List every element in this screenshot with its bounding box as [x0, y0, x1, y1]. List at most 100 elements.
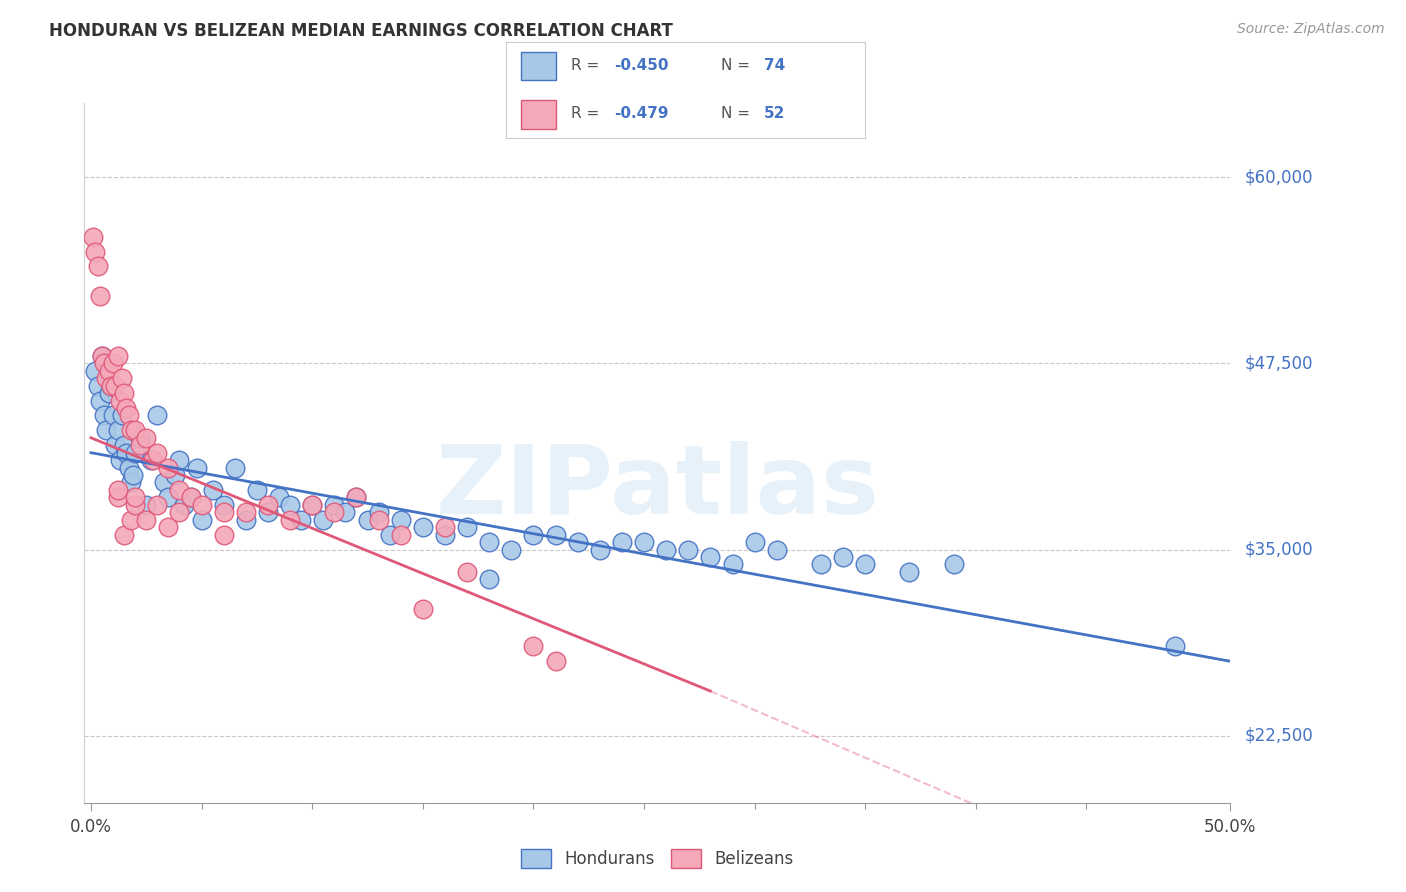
Point	[544, 527, 567, 541]
Point	[169, 453, 191, 467]
Point	[111, 371, 134, 385]
Point	[267, 491, 290, 505]
Point	[235, 513, 257, 527]
Point	[82, 229, 104, 244]
Point	[111, 409, 134, 423]
Point	[128, 438, 150, 452]
Point	[257, 498, 280, 512]
Point	[356, 513, 378, 527]
Point	[246, 483, 269, 497]
Point	[346, 491, 368, 505]
Point	[93, 356, 115, 370]
Point	[124, 498, 146, 512]
Legend: Hondurans, Belizeans: Hondurans, Belizeans	[515, 842, 800, 875]
Point	[157, 491, 180, 505]
Point	[301, 498, 323, 512]
Point	[810, 558, 832, 572]
Point	[301, 498, 323, 512]
Point	[312, 513, 335, 527]
Text: R =: R =	[571, 58, 603, 72]
Point	[544, 654, 567, 668]
Point	[412, 602, 434, 616]
Text: $60,000: $60,000	[1244, 168, 1313, 186]
Point	[169, 483, 191, 497]
Point	[157, 460, 180, 475]
Point	[478, 572, 501, 586]
Point	[112, 527, 135, 541]
Point	[290, 513, 312, 527]
Point	[212, 527, 235, 541]
Point	[107, 423, 129, 437]
Point	[165, 468, 187, 483]
Point	[190, 513, 212, 527]
Point	[633, 535, 655, 549]
Point	[744, 535, 766, 549]
Text: N =: N =	[721, 58, 755, 72]
Point	[853, 558, 876, 572]
Point	[224, 460, 246, 475]
Point	[112, 386, 135, 401]
Text: 52: 52	[765, 106, 786, 120]
Point	[169, 505, 191, 519]
Point	[212, 498, 235, 512]
Text: $47,500: $47,500	[1244, 354, 1313, 372]
Point	[115, 445, 138, 460]
Point	[104, 438, 127, 452]
Point	[97, 364, 120, 378]
FancyBboxPatch shape	[520, 100, 557, 128]
Point	[107, 483, 129, 497]
Point	[89, 393, 111, 408]
Point	[655, 542, 678, 557]
Point	[128, 431, 150, 445]
Point	[1164, 640, 1187, 654]
Point	[610, 535, 633, 549]
Point	[501, 542, 523, 557]
Point	[323, 505, 346, 519]
Point	[186, 460, 208, 475]
Text: $35,000: $35,000	[1244, 541, 1313, 558]
Point	[122, 468, 145, 483]
Point	[142, 453, 165, 467]
Point	[84, 244, 107, 259]
Text: N =: N =	[721, 106, 755, 120]
Point	[108, 453, 131, 467]
Text: -0.450: -0.450	[613, 58, 668, 72]
Point	[120, 423, 142, 437]
Point	[278, 513, 301, 527]
Point	[86, 378, 108, 392]
Text: R =: R =	[571, 106, 603, 120]
Point	[589, 542, 612, 557]
Point	[139, 453, 162, 467]
Point	[96, 371, 118, 385]
Point	[278, 498, 301, 512]
Point	[201, 483, 224, 497]
Point	[91, 349, 114, 363]
Text: HONDURAN VS BELIZEAN MEDIAN EARNINGS CORRELATION CHART: HONDURAN VS BELIZEAN MEDIAN EARNINGS COR…	[49, 22, 673, 40]
Point	[832, 549, 855, 564]
Point	[180, 491, 202, 505]
Point	[433, 520, 456, 534]
Point	[96, 423, 118, 437]
Point	[367, 513, 389, 527]
Text: Source: ZipAtlas.com: Source: ZipAtlas.com	[1237, 22, 1385, 37]
Point	[346, 491, 368, 505]
Point	[120, 475, 142, 490]
Point	[367, 505, 389, 519]
Point	[107, 491, 129, 505]
Point	[522, 527, 544, 541]
Point	[389, 527, 412, 541]
Point	[86, 260, 108, 274]
Point	[108, 393, 131, 408]
Point	[898, 565, 921, 579]
Point	[412, 520, 434, 534]
Point	[124, 423, 146, 437]
Point	[235, 505, 257, 519]
Point	[93, 409, 115, 423]
Point	[84, 364, 107, 378]
Point	[678, 542, 700, 557]
Point	[478, 535, 501, 549]
Point	[117, 409, 139, 423]
Point	[522, 640, 544, 654]
Point	[567, 535, 589, 549]
Point	[101, 409, 124, 423]
